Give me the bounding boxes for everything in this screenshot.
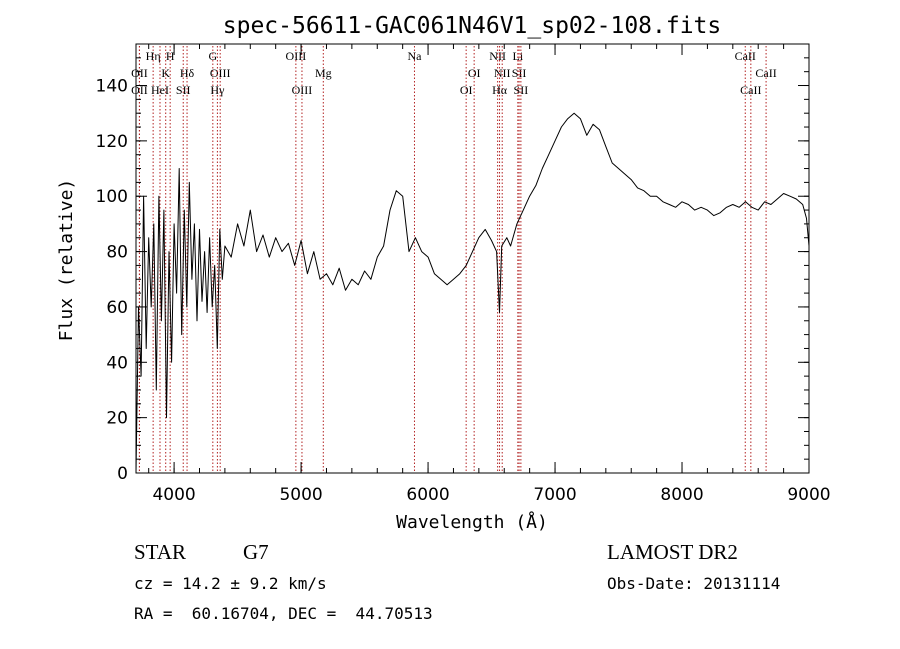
marker-label-5: H [166, 49, 175, 63]
x-axis-label: Wavelength (Å) [396, 511, 548, 533]
y-tick-label-4: 80 [106, 243, 128, 263]
marker-label-21: SII [512, 66, 527, 80]
series-layer [136, 112, 809, 473]
marker-label-25: CaII [755, 66, 776, 80]
object-class: STAR [134, 540, 186, 564]
marker-label-17: NII [489, 49, 506, 63]
y-tick-label-0: 0 [117, 464, 128, 484]
marker-label-10: Hγ [210, 83, 225, 97]
marker-label-6: SII [176, 83, 191, 97]
x-tick-label-3: 7000 [533, 485, 576, 505]
y-tick-label-7: 140 [96, 77, 128, 97]
object-subclass: G7 [243, 540, 269, 564]
marker-label-15: OI [460, 83, 473, 97]
obs-date: Obs-Date: 20131114 [607, 574, 781, 593]
y-tick-label-2: 40 [106, 353, 128, 373]
chart-title: spec-56611-GAC061N46V1_sp02-108.fits [223, 13, 722, 39]
x-tick-label-1: 5000 [279, 485, 322, 505]
y-axis-label: Flux (relative) [56, 179, 77, 342]
marker-label-1: OII [131, 83, 148, 97]
marker-label-0: OII [131, 66, 148, 80]
line-markers: OIIOIIHηHeIKHSIIHδGOIIIHγOIIIOIIIMgNaOIO… [131, 46, 777, 473]
marker-label-14: Na [407, 49, 422, 63]
marker-label-16: OI [468, 66, 481, 80]
y-tick-label-3: 60 [106, 298, 128, 318]
coordinates: RA = 60.16704, DEC = 44.70513 [134, 604, 433, 623]
marker-label-22: SII [514, 83, 529, 97]
survey-name: LAMOST DR2 [607, 540, 738, 564]
marker-label-19: Hα [492, 83, 508, 97]
plot-frame [135, 43, 810, 474]
marker-label-4: K [161, 66, 170, 80]
marker-label-7: Hδ [180, 66, 195, 80]
x-tick-label-2: 6000 [406, 485, 449, 505]
marker-label-23: CaII [735, 49, 756, 63]
marker-label-11: OIII [286, 49, 307, 63]
y-tick-label-5: 100 [96, 187, 128, 207]
y-tick-label-1: 20 [106, 409, 128, 429]
redshift-readout: cz = 14.2 ± 9.2 km/s [134, 574, 327, 593]
marker-label-24: CaII [740, 83, 761, 97]
y-tick-label-6: 120 [96, 132, 128, 152]
marker-label-20: Li [512, 49, 523, 63]
marker-label-13: Mg [315, 66, 332, 80]
marker-label-2: Hη [146, 49, 161, 63]
x-axis: 4000 5000 6000 7000 8000 9000 [148, 44, 831, 505]
marker-label-8: G [208, 49, 217, 63]
x-tick-label-5: 9000 [787, 485, 830, 505]
marker-label-18: NII [494, 66, 511, 80]
marker-label-12: OIII [292, 83, 313, 97]
marker-label-9: OIII [210, 66, 231, 80]
x-tick-label-0: 4000 [152, 485, 195, 505]
y-axis: 0 20 40 60 80 100 120 140 [96, 43, 809, 484]
series-line-0 [136, 112, 809, 473]
marker-label-3: HeI [151, 83, 169, 97]
x-tick-label-4: 8000 [660, 485, 703, 505]
